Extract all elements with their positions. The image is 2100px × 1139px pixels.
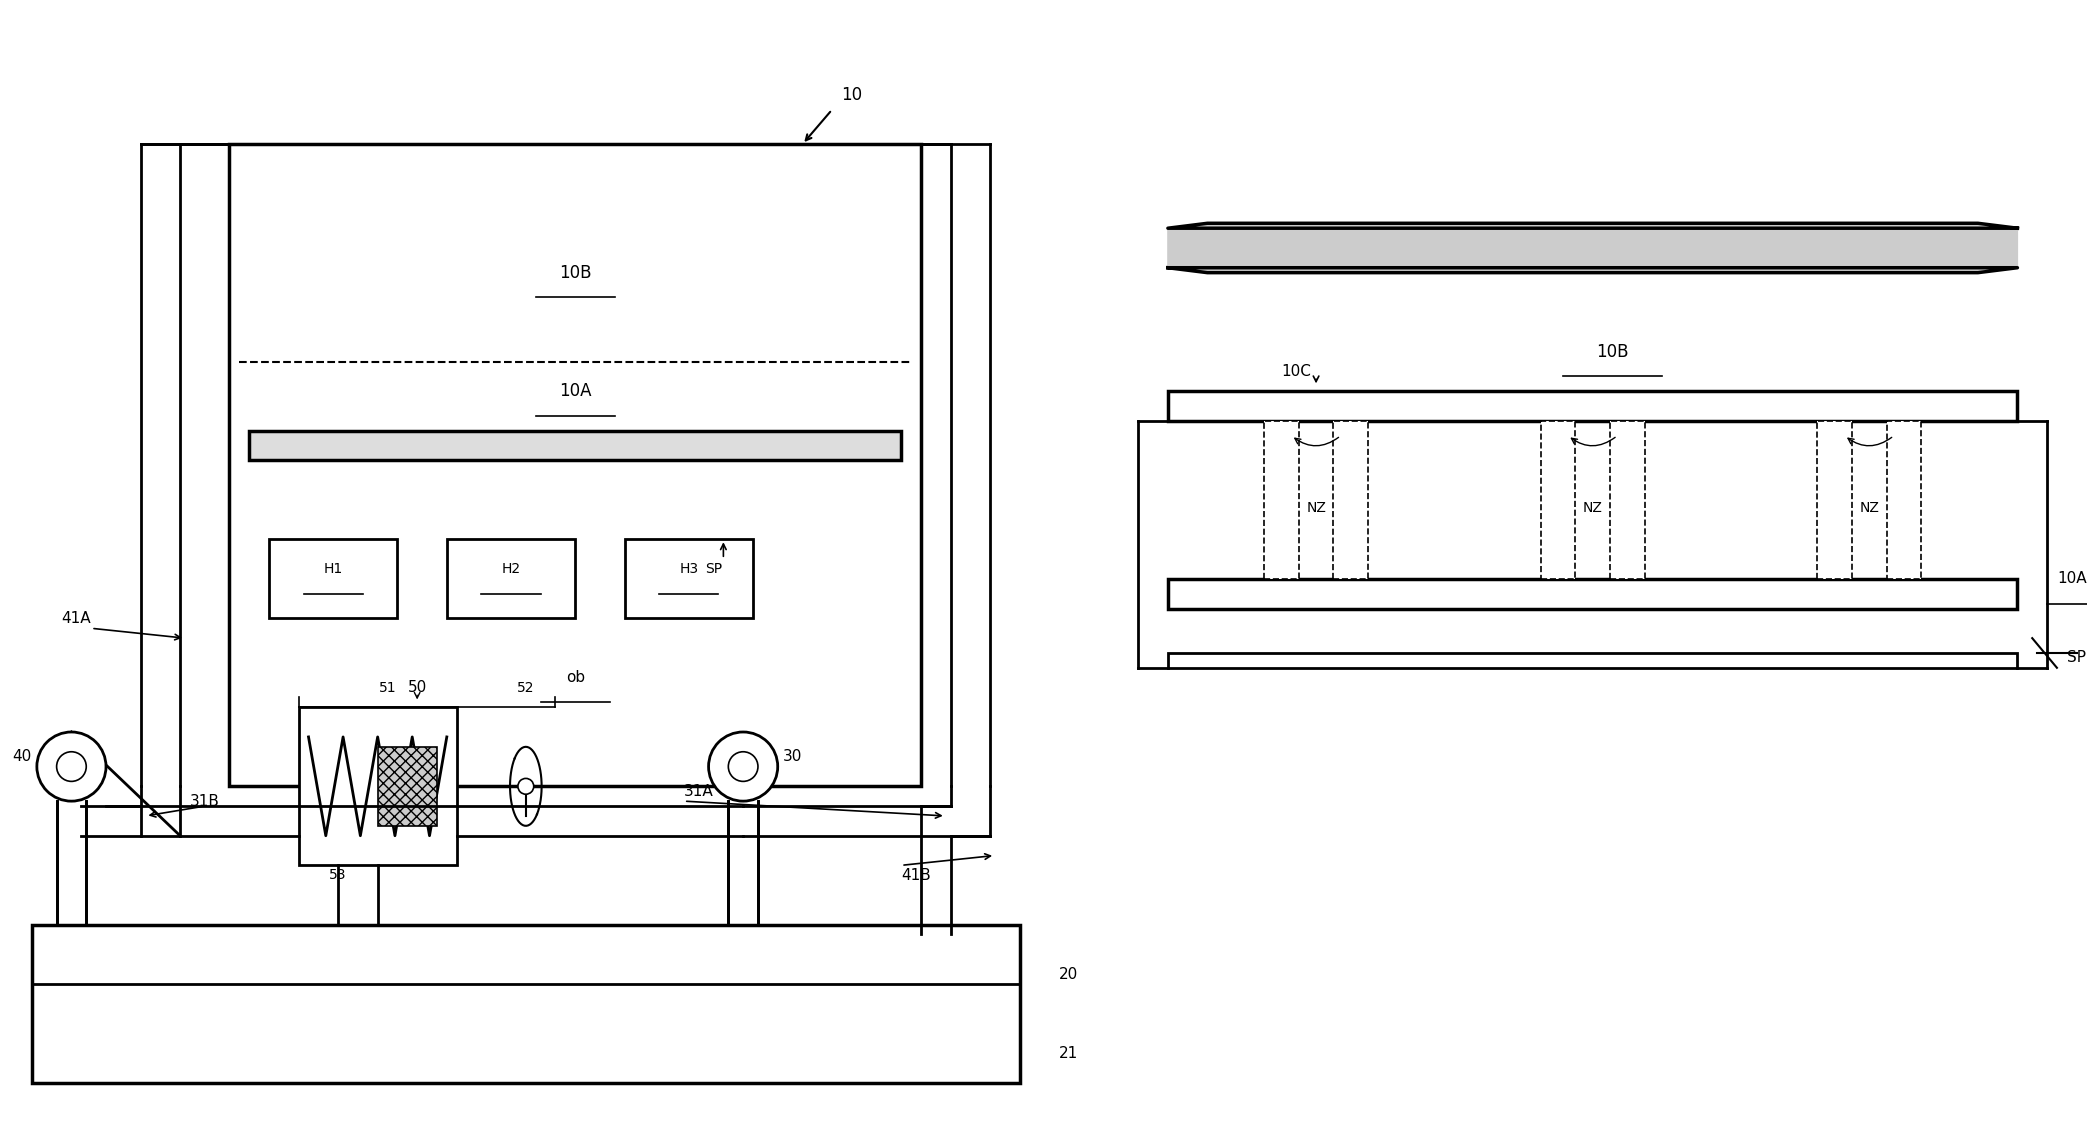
Text: NZ: NZ	[1306, 501, 1325, 515]
Text: 50: 50	[407, 680, 426, 695]
Circle shape	[38, 732, 105, 801]
Circle shape	[729, 752, 758, 781]
Bar	[1541, 420, 1575, 579]
Polygon shape	[1168, 223, 2018, 272]
Text: ob: ob	[565, 670, 584, 686]
Text: 21: 21	[1058, 1046, 1079, 1060]
Text: 41A: 41A	[61, 611, 90, 626]
Bar	[1334, 420, 1367, 579]
Bar	[32, 925, 1021, 1083]
Circle shape	[519, 778, 533, 794]
Text: 10: 10	[842, 85, 863, 104]
Bar	[378, 747, 437, 826]
Bar	[229, 145, 922, 786]
Text: SP: SP	[2066, 650, 2085, 665]
Bar	[447, 540, 575, 618]
Text: 31B: 31B	[189, 794, 220, 809]
Text: 10A: 10A	[559, 383, 592, 400]
Text: 10B: 10B	[1596, 343, 1630, 361]
Text: 30: 30	[783, 749, 802, 764]
Bar	[269, 540, 397, 618]
Bar	[1264, 420, 1298, 579]
Text: H2: H2	[502, 562, 521, 576]
Text: 10B: 10B	[559, 263, 592, 281]
Text: 52: 52	[517, 680, 536, 695]
Bar	[1886, 420, 1922, 579]
Text: 10C: 10C	[1281, 364, 1310, 379]
Bar	[1334, 420, 1367, 579]
Bar	[624, 540, 754, 618]
Text: 10A: 10A	[2056, 572, 2087, 587]
Bar	[1541, 420, 1575, 579]
Bar	[1168, 653, 2018, 667]
Bar	[1816, 420, 1852, 579]
Text: 53: 53	[330, 868, 346, 883]
Bar	[1168, 391, 2018, 420]
Bar	[1816, 420, 1852, 579]
Circle shape	[708, 732, 777, 801]
Text: 20: 20	[1058, 967, 1079, 982]
Text: 40: 40	[13, 749, 32, 764]
Bar	[32, 984, 1021, 1083]
Text: 51: 51	[378, 680, 397, 695]
Bar	[1886, 420, 1922, 579]
Text: 41B: 41B	[901, 868, 930, 883]
Text: NZ: NZ	[1583, 501, 1602, 515]
Text: NZ: NZ	[1858, 501, 1880, 515]
Bar	[1264, 420, 1298, 579]
Text: H3: H3	[678, 562, 699, 576]
Bar	[298, 707, 456, 866]
Bar	[1611, 420, 1644, 579]
Bar	[1168, 579, 2018, 608]
Text: H1: H1	[323, 562, 342, 576]
Text: 31A: 31A	[685, 784, 714, 798]
Bar	[250, 431, 901, 460]
Bar	[1611, 420, 1644, 579]
Circle shape	[57, 752, 86, 781]
Text: SP: SP	[706, 562, 722, 576]
